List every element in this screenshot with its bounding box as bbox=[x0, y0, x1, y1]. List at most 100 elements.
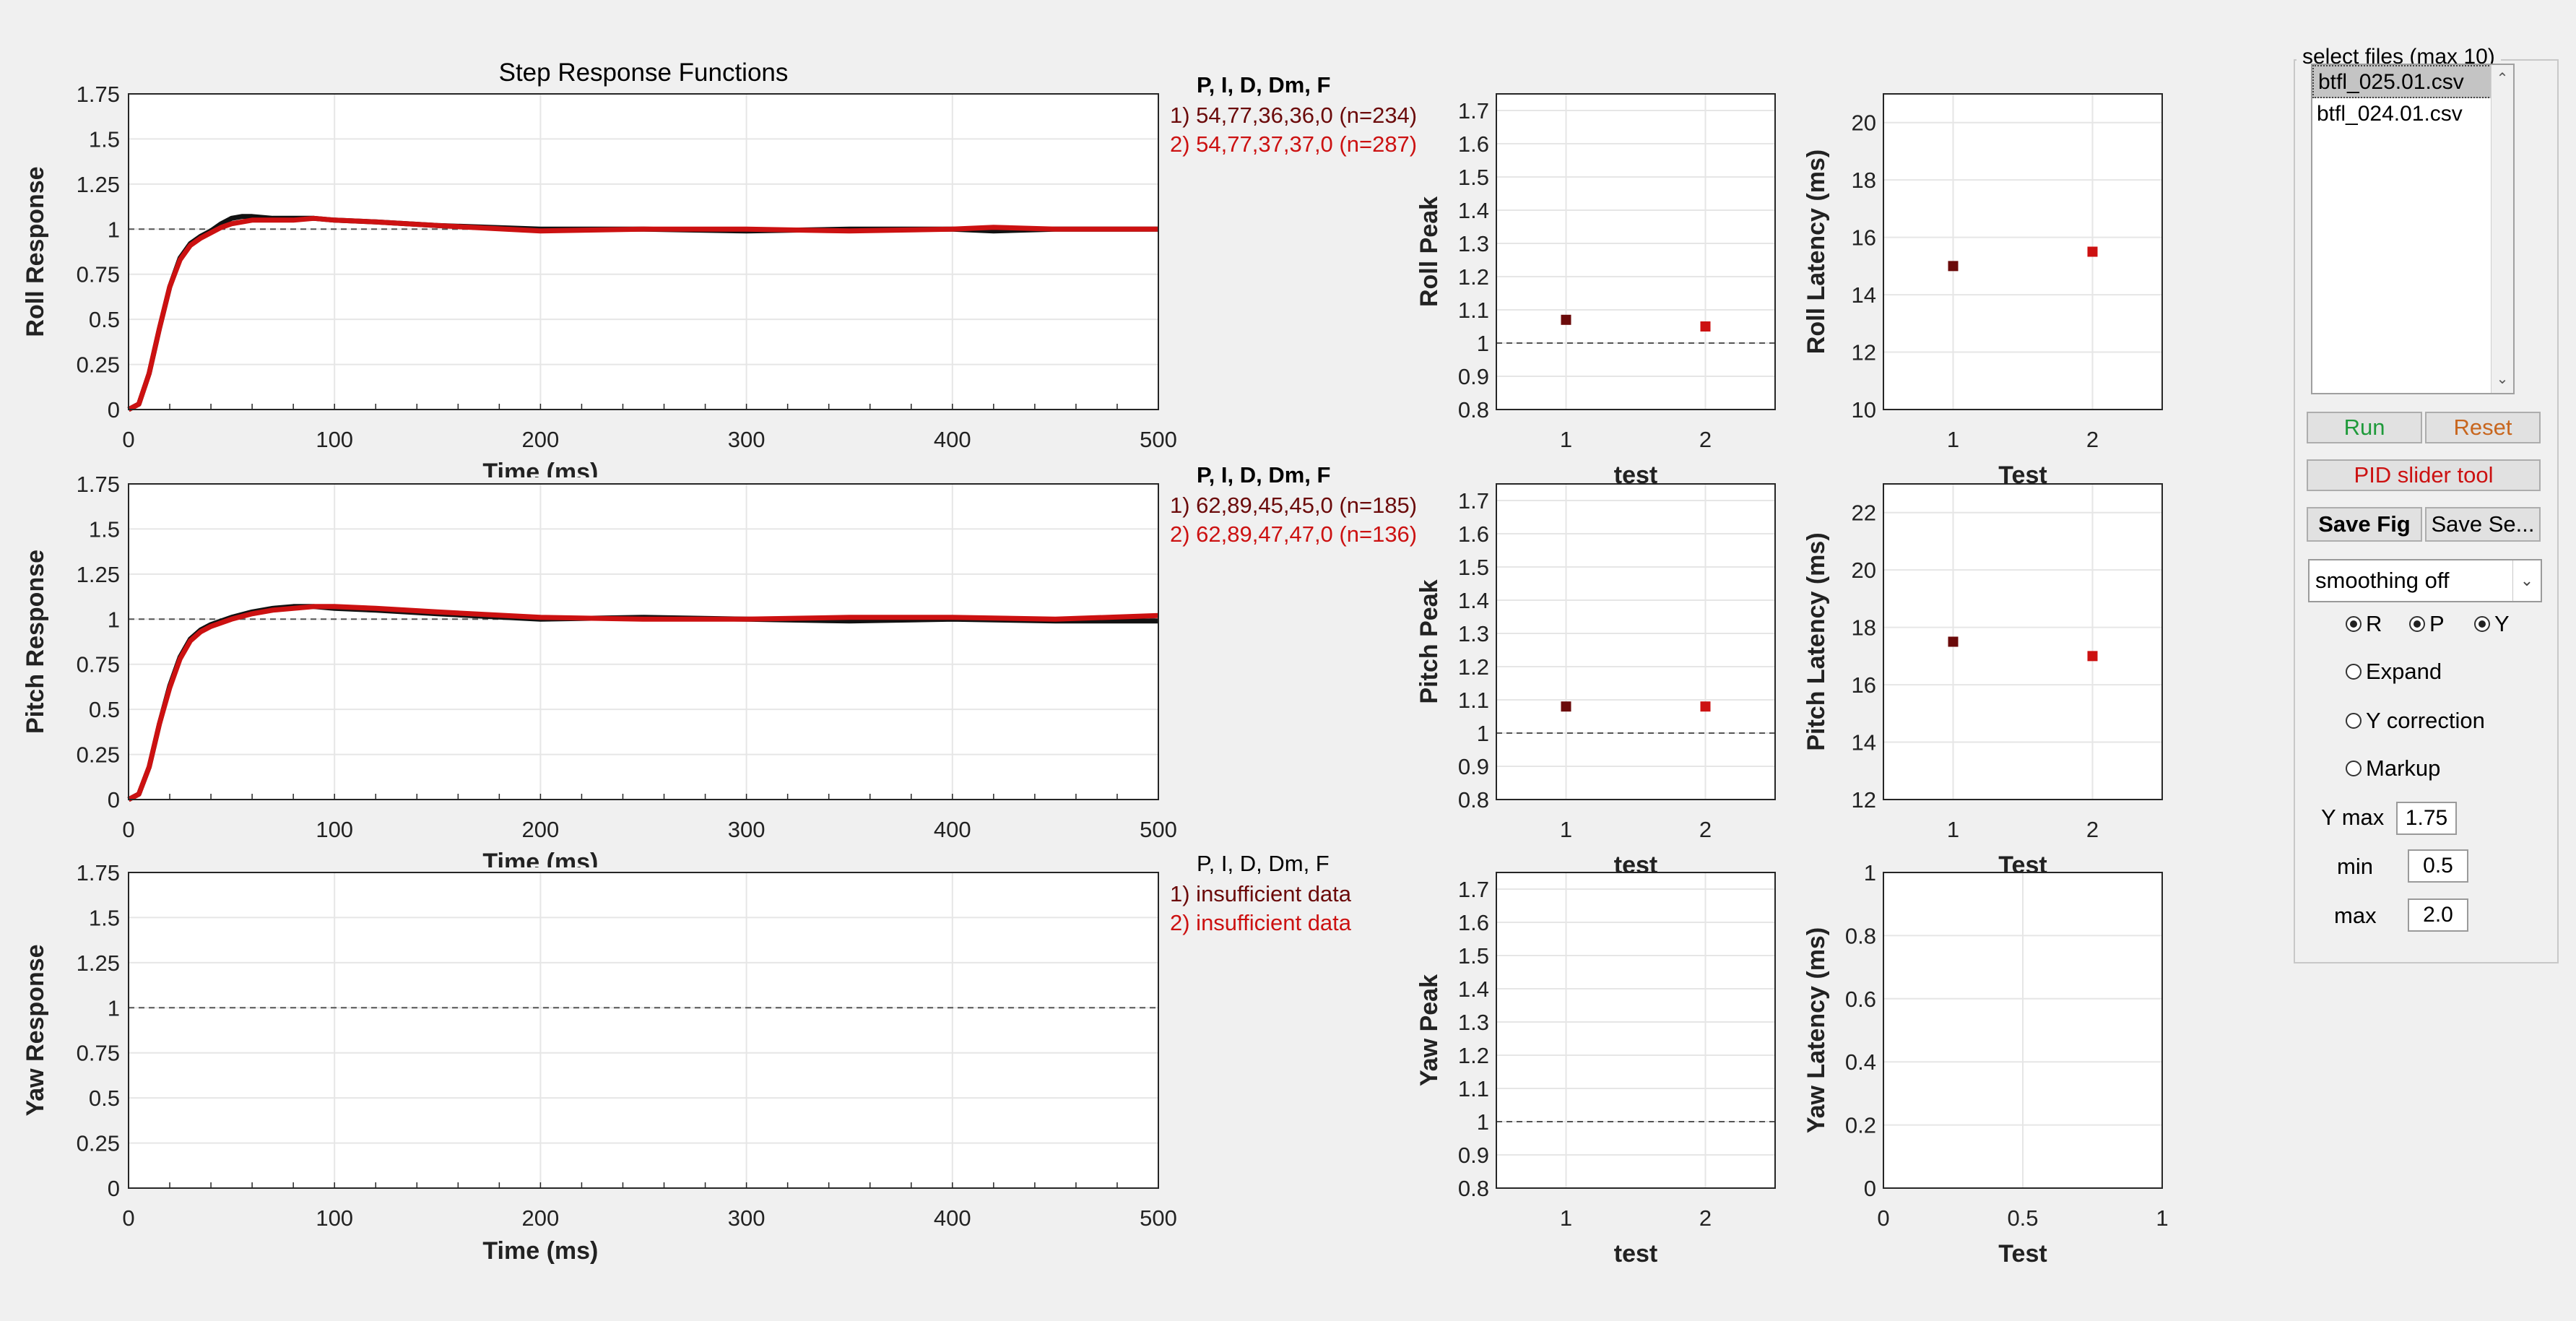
x-tick-label: 0 bbox=[122, 427, 134, 452]
y-tick-label: 22 bbox=[1852, 501, 1876, 526]
min-label: min bbox=[2337, 854, 2373, 879]
smoothing-select[interactable]: smoothing off ⌄ bbox=[2308, 559, 2542, 602]
radio-roll[interactable]: R bbox=[2346, 611, 2382, 637]
min-input[interactable]: 0.5 bbox=[2408, 849, 2468, 883]
pitch-peak-point bbox=[1561, 701, 1571, 712]
pid-slider-tool-button[interactable]: PID slider tool bbox=[2307, 459, 2541, 491]
radio-yaw[interactable]: Y bbox=[2474, 611, 2510, 637]
x-tick-label: 1 bbox=[2156, 1205, 2168, 1231]
yaw-legend-header: P, I, D, Dm, F bbox=[1197, 851, 1330, 876]
yaw-legend-entry-1: 1) insufficient data bbox=[1170, 881, 1352, 906]
chevron-up-icon[interactable]: ⌃ bbox=[2496, 71, 2509, 87]
expand-radio[interactable] bbox=[2346, 664, 2362, 680]
pitch-peak-point bbox=[1700, 701, 1711, 712]
expand-label: Expand bbox=[2366, 659, 2442, 684]
y-tick-label: 0.75 bbox=[77, 262, 120, 287]
y-tick-label: 12 bbox=[1852, 340, 1876, 365]
x-tick-label: 0 bbox=[122, 1205, 134, 1231]
y-tick-label: 18 bbox=[1852, 168, 1876, 193]
step-response-title: Step Response Functions bbox=[499, 59, 789, 87]
x-tick-label: 2 bbox=[1699, 427, 1712, 452]
y-tick-label: 1.6 bbox=[1458, 910, 1489, 935]
ymax-input[interactable]: 1.75 bbox=[2396, 802, 2457, 835]
y-correction-option[interactable]: Y correction bbox=[2346, 708, 2485, 734]
y-tick-label: 18 bbox=[1852, 615, 1876, 641]
y-tick-label: 20 bbox=[1852, 558, 1876, 583]
roll-response-xlabel: Time (ms) bbox=[482, 459, 598, 486]
radio-pitch-label: P bbox=[2429, 611, 2445, 636]
roll-response-ylabel: Roll Response bbox=[22, 166, 49, 337]
y-tick-label: 1.2 bbox=[1458, 1043, 1489, 1068]
y-tick-label: 1.6 bbox=[1458, 131, 1489, 157]
y-tick-label: 0 bbox=[1864, 1176, 1876, 1201]
radio-pitch-indicator[interactable] bbox=[2409, 616, 2425, 632]
y-tick-label: 1.2 bbox=[1458, 654, 1489, 680]
max-input[interactable]: 2.0 bbox=[2408, 898, 2468, 932]
y-tick-label: 1.5 bbox=[89, 516, 120, 542]
radio-roll-indicator[interactable] bbox=[2346, 616, 2362, 632]
run-button[interactable]: Run bbox=[2307, 412, 2422, 443]
roll-latency-point bbox=[2087, 246, 2098, 257]
save-fig-button[interactable]: Save Fig bbox=[2307, 507, 2422, 542]
x-tick-label: 500 bbox=[1140, 1205, 1177, 1231]
y-tick-label: 16 bbox=[1852, 225, 1876, 251]
pitch-latency-point bbox=[2087, 651, 2098, 662]
roll-peak-ylabel: Roll Peak bbox=[1415, 196, 1443, 307]
save-settings-button[interactable]: Save Se... bbox=[2425, 507, 2541, 542]
radio-yaw-indicator[interactable] bbox=[2474, 616, 2490, 632]
expand-option[interactable]: Expand bbox=[2346, 659, 2442, 685]
y-tick-label: 1.7 bbox=[1458, 877, 1489, 902]
y-tick-label: 0.2 bbox=[1845, 1113, 1876, 1138]
roll-peak-frame bbox=[1496, 93, 1776, 410]
file-item-selected[interactable]: btfl_025.01.csv bbox=[2312, 65, 2509, 98]
y-tick-label: 0.5 bbox=[89, 1086, 120, 1111]
markup-radio[interactable] bbox=[2346, 761, 2362, 776]
y-tick-label: 1.3 bbox=[1458, 1010, 1489, 1035]
roll-legend-entry-2: 2) 54,77,37,37,0 (n=287) bbox=[1170, 131, 1417, 157]
roll-peak-point bbox=[1561, 314, 1571, 325]
y-tick-label: 0.5 bbox=[89, 307, 120, 332]
x-tick-label: 0 bbox=[122, 817, 134, 842]
pitch-latency-axes bbox=[1883, 483, 2163, 800]
y-tick-label: 1.7 bbox=[1458, 98, 1489, 124]
y-correction-label: Y correction bbox=[2366, 708, 2485, 733]
radio-pitch[interactable]: P bbox=[2409, 611, 2445, 637]
chevron-down-icon[interactable]: ⌄ bbox=[2512, 560, 2541, 601]
y-tick-label: 14 bbox=[1852, 730, 1876, 755]
y-tick-label: 1.3 bbox=[1458, 231, 1489, 256]
x-tick-label: 300 bbox=[728, 817, 766, 842]
markup-option[interactable]: Markup bbox=[2346, 755, 2440, 781]
reset-button[interactable]: Reset bbox=[2425, 412, 2541, 443]
pitch-legend-entry-2: 2) 62,89,47,47,0 (n=136) bbox=[1170, 521, 1417, 547]
y-tick-label: 1.5 bbox=[89, 905, 120, 930]
y-tick-label: 1.7 bbox=[1458, 488, 1489, 514]
file-item[interactable]: btfl_024.01.csv bbox=[2317, 102, 2463, 126]
x-tick-label: 0 bbox=[1877, 1205, 1889, 1231]
y-tick-label: 12 bbox=[1852, 787, 1876, 813]
pitch-latency-point bbox=[1948, 636, 1959, 647]
roll-peak-point bbox=[1700, 321, 1711, 332]
pitch-latency-frame bbox=[1883, 483, 2163, 800]
roll-response-frame bbox=[128, 93, 1159, 410]
yaw-peak-frame bbox=[1496, 872, 1776, 1189]
x-tick-label: 1 bbox=[1560, 1205, 1572, 1231]
x-tick-label: 2 bbox=[1699, 817, 1712, 842]
y-tick-label: 0.25 bbox=[77, 1131, 120, 1156]
x-tick-label: 100 bbox=[316, 817, 353, 842]
x-tick-label: 2 bbox=[2086, 817, 2099, 842]
y-correction-radio[interactable] bbox=[2346, 713, 2362, 729]
chevron-down-icon[interactable]: ⌄ bbox=[2496, 371, 2509, 387]
pitch-legend-header: P, I, D, Dm, F bbox=[1197, 462, 1330, 488]
y-tick-label: 1.6 bbox=[1458, 521, 1489, 547]
pitch-response-axes bbox=[128, 483, 1159, 800]
y-tick-label: 1 bbox=[108, 607, 120, 632]
file-listbox[interactable]: btfl_025.01.csv btfl_024.01.csv ⌃ ⌄ bbox=[2311, 64, 2515, 394]
x-tick-label: 0.5 bbox=[2007, 1205, 2038, 1231]
roll-latency-ylabel: Roll Latency (ms) bbox=[1803, 150, 1830, 354]
yaw-response-ylabel: Yaw Response bbox=[22, 944, 49, 1116]
y-tick-label: 0 bbox=[108, 397, 120, 423]
y-tick-label: 0.75 bbox=[77, 1041, 120, 1066]
pitch-peak-ylabel: Pitch Peak bbox=[1415, 579, 1443, 703]
y-tick-label: 1.1 bbox=[1458, 688, 1489, 713]
listbox-scrollbar[interactable]: ⌃ ⌄ bbox=[2491, 65, 2513, 393]
